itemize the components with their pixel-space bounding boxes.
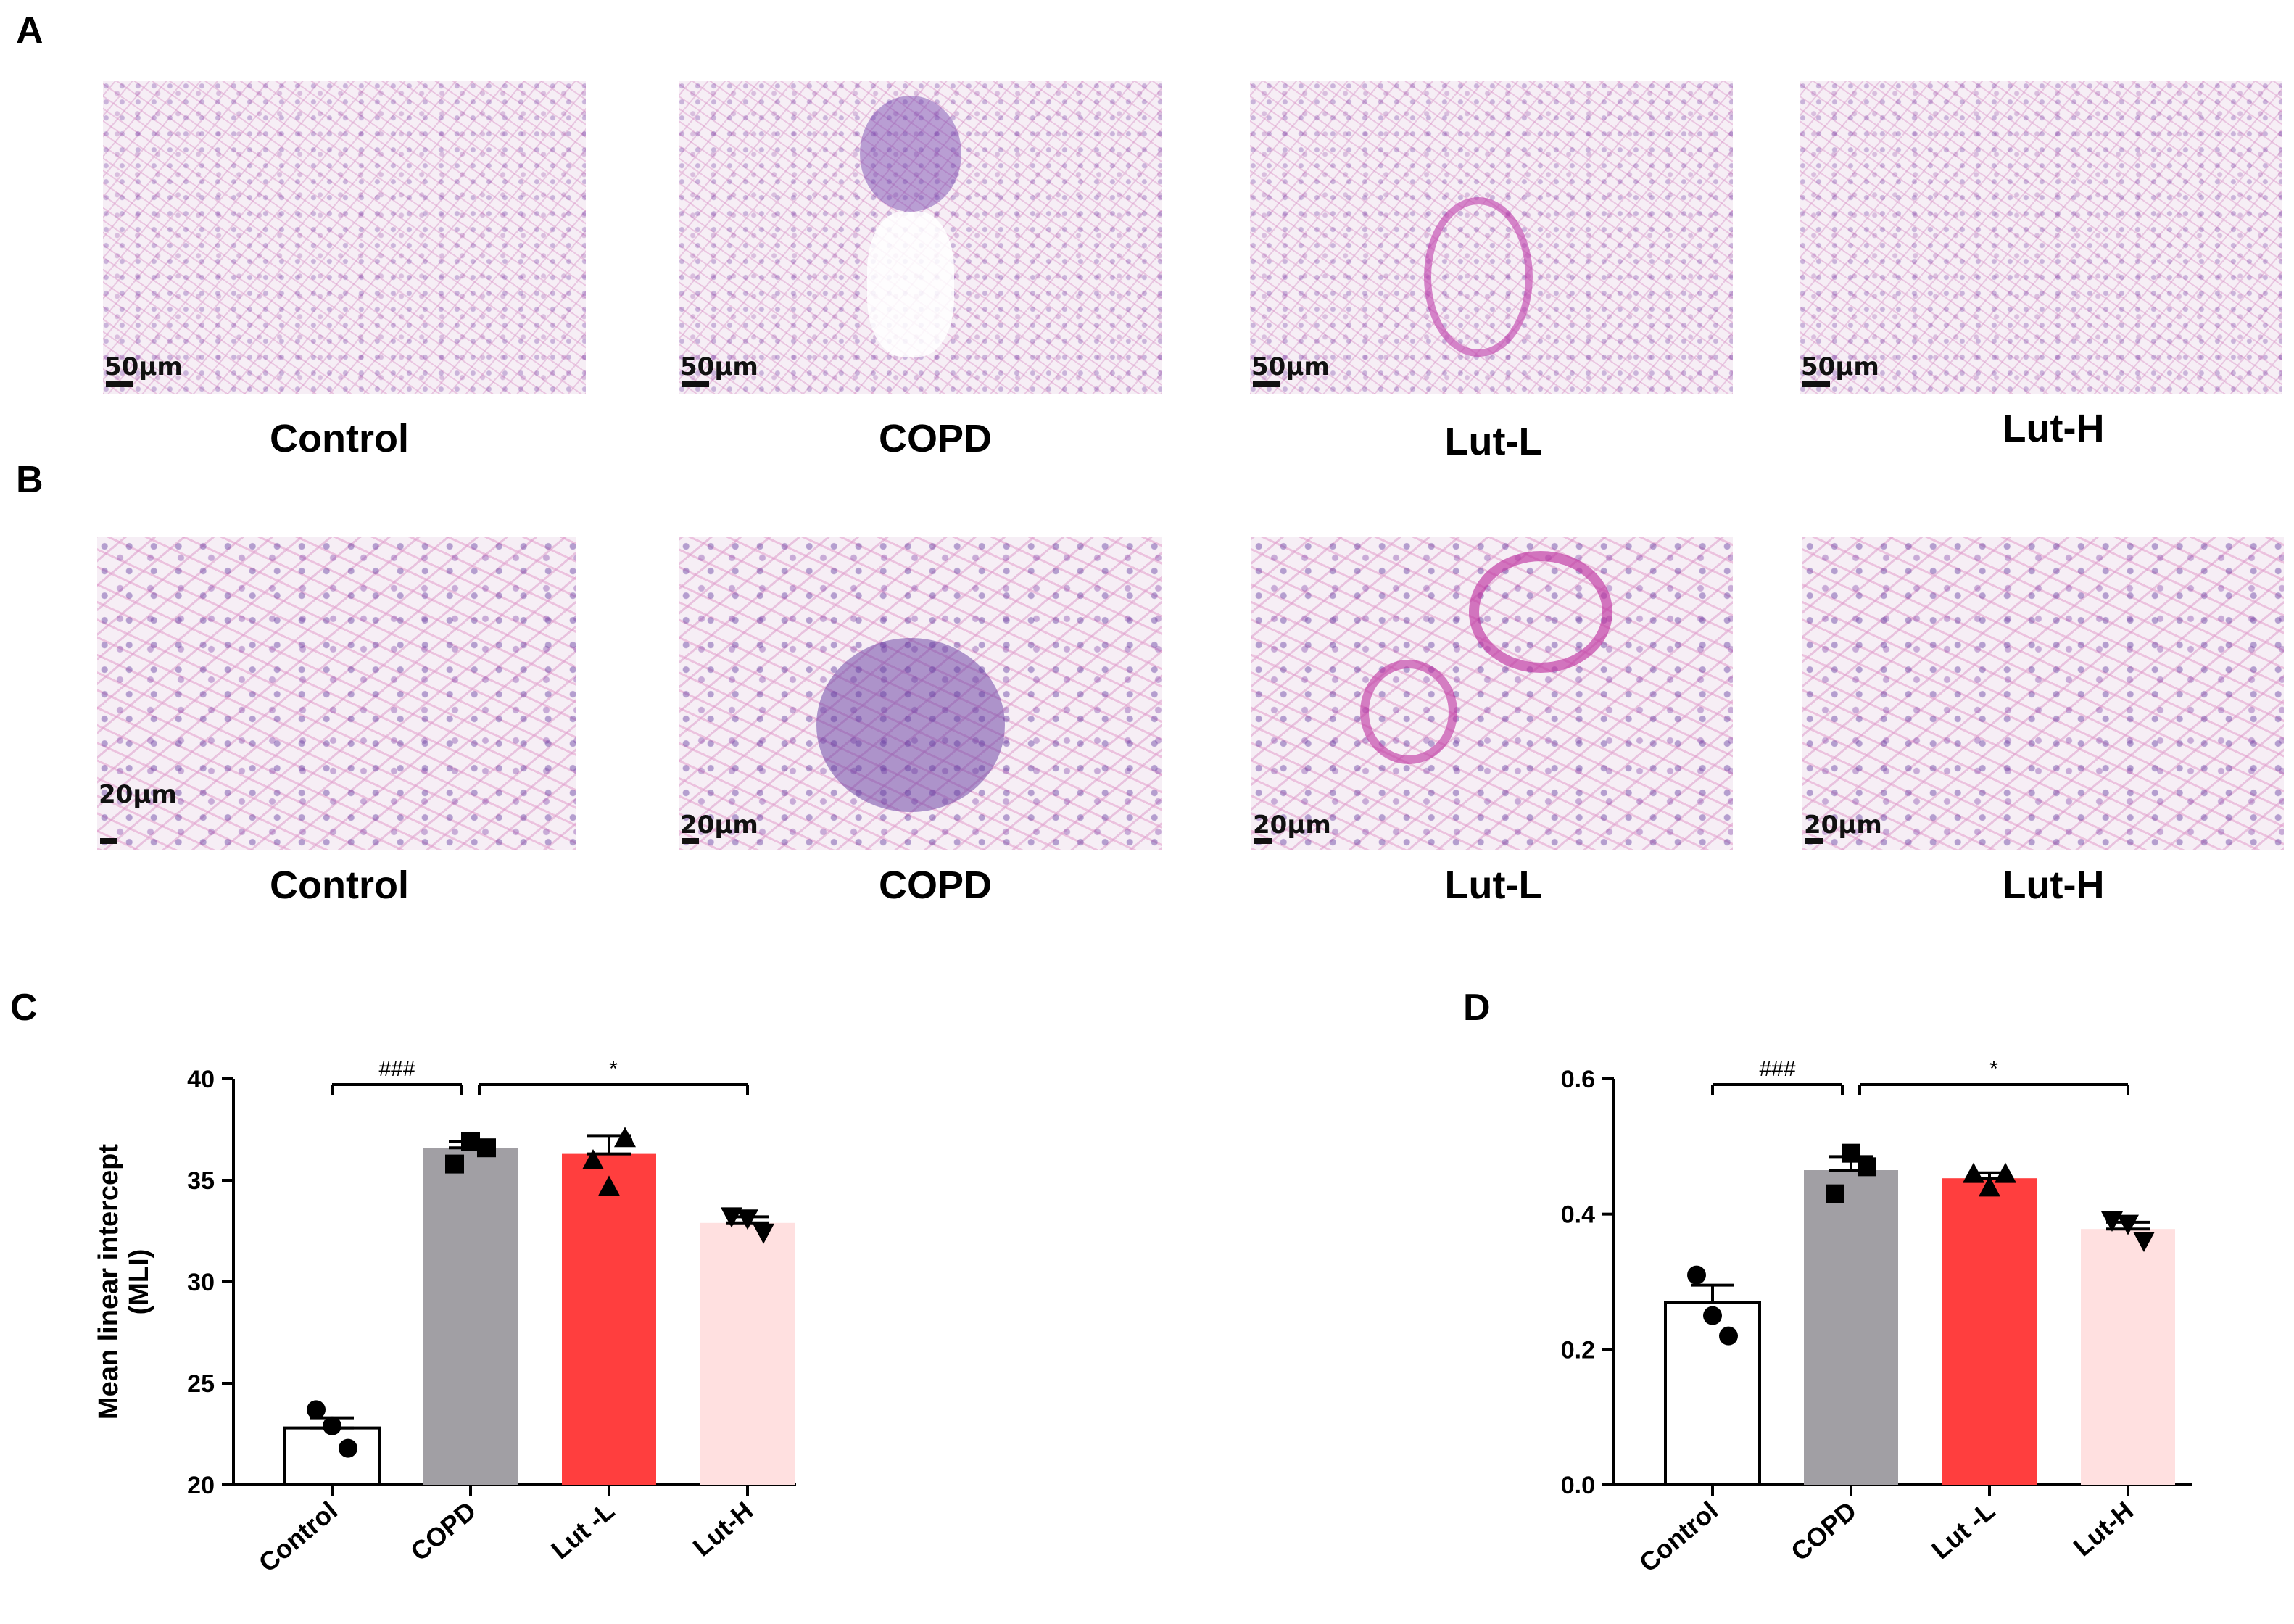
group-label-a-copd: COPD: [878, 417, 993, 460]
data-point: [2101, 1211, 2123, 1232]
scale-bar: [1253, 381, 1280, 387]
data-point: [323, 1416, 341, 1436]
bar: [1942, 1178, 2037, 1485]
scale-label: 20μm: [680, 811, 758, 840]
group-label-a-lut-h: Lut-H: [2002, 407, 2105, 450]
data-point: [737, 1209, 758, 1230]
scale-label: 50μm: [1251, 352, 1330, 381]
data-point: [1963, 1162, 1984, 1183]
data-point: [753, 1223, 774, 1244]
chart-d: 0.0 0.2 0.4 0.6 Control COPD Lut -L Lut-H ### *: [1561, 1057, 2192, 1578]
data-point: [614, 1127, 636, 1148]
y-tick-label: 0.4: [1561, 1201, 1595, 1229]
data-point: [1826, 1184, 1844, 1204]
y-tick-label: 40: [187, 1066, 215, 1093]
y-tick-label: 0.6: [1561, 1066, 1595, 1093]
scale-bar: [1802, 381, 1830, 387]
inflammatory-infiltrate: [860, 96, 961, 212]
bar: [700, 1222, 795, 1485]
panel-letter-b: B: [16, 459, 44, 501]
scale-label: 20μm: [99, 780, 177, 809]
scale-label: 20μm: [1253, 811, 1331, 840]
data-point: [2133, 1232, 2155, 1252]
micrograph-a-lut-l: 50μm: [1250, 81, 1733, 394]
micrograph-a-copd: 50μm: [679, 81, 1162, 394]
x-tick-label: Lut -L: [1926, 1496, 2000, 1565]
x-tick-label: Lut-H: [687, 1496, 758, 1562]
micrograph-b-lut-h: 20μm: [1802, 536, 2284, 850]
scale-bar: [682, 381, 709, 387]
group-label-a-control: Control: [270, 417, 409, 460]
significance-label: *: [609, 1057, 618, 1081]
bronchiole: [1424, 197, 1533, 357]
scale-bar: [682, 838, 699, 844]
micrograph-b-lut-l: 20μm: [1251, 536, 1733, 850]
significance-label: ###: [1759, 1057, 1795, 1081]
data-point: [1687, 1265, 1706, 1285]
x-tick-label: Control: [1633, 1496, 1723, 1578]
y-axis-label: (MLI): [124, 1249, 154, 1315]
data-point: [477, 1138, 496, 1158]
airspace: [867, 212, 954, 357]
bar: [283, 1426, 381, 1486]
micrograph-a-control: 50μm: [103, 81, 586, 394]
data-point: [461, 1132, 480, 1151]
scale-bar: [1805, 838, 1823, 844]
chart-c: 20 25 30 35 40 Mean linear intercept (MLI) Cont…: [94, 1057, 796, 1578]
y-tick-label: 0.2: [1561, 1336, 1595, 1364]
bronchiole: [1469, 551, 1612, 673]
y-axis-label: Mean linear intercept: [94, 1144, 124, 1420]
x-tick-label: Lut-H: [2068, 1496, 2139, 1562]
data-point: [307, 1400, 326, 1420]
x-tick-label: Control: [253, 1496, 343, 1578]
significance-label: *: [1989, 1057, 1998, 1081]
data-point: [721, 1207, 742, 1228]
group-label-b-copd: COPD: [878, 863, 993, 907]
bar: [423, 1148, 518, 1485]
data-point: [1858, 1157, 1876, 1177]
data-point: [2117, 1214, 2139, 1235]
panel-letter-d: D: [1463, 987, 1491, 1029]
data-point: [1703, 1306, 1722, 1325]
y-tick-label: 30: [187, 1269, 215, 1296]
group-label-b-control: Control: [270, 863, 409, 907]
scale-label: 20μm: [1804, 811, 1882, 840]
scale-bar: [1254, 838, 1272, 844]
inflammatory-infiltrate: [816, 638, 1005, 812]
scale-bar: [100, 838, 117, 844]
y-tick-label: 20: [187, 1472, 215, 1499]
data-point: [582, 1149, 604, 1169]
scale-label: 50μm: [104, 352, 183, 381]
y-tick-label: 25: [187, 1370, 215, 1398]
data-point: [1842, 1143, 1860, 1163]
y-tick-label: 35: [187, 1167, 215, 1195]
y-tick-label: 0.0: [1561, 1472, 1595, 1499]
x-tick-label: COPD: [1785, 1496, 1862, 1567]
panel-letter-c: C: [10, 987, 38, 1029]
bar: [2081, 1229, 2175, 1485]
significance-label: ###: [378, 1057, 415, 1081]
x-tick-label: COPD: [405, 1496, 481, 1567]
data-point: [445, 1154, 464, 1174]
micrograph-b-copd: 20μm: [679, 536, 1162, 850]
bar: [1804, 1170, 1898, 1485]
scale-label: 50μm: [1801, 352, 1879, 381]
data-point: [598, 1175, 620, 1196]
data-point: [1719, 1326, 1738, 1346]
bronchiole: [1360, 660, 1457, 764]
data-point: [1979, 1176, 2000, 1197]
group-label-b-lut-l: Lut-L: [1444, 863, 1543, 907]
data-point: [1995, 1162, 2016, 1183]
scale-label: 50μm: [680, 352, 758, 381]
micrograph-a-lut-h: 50μm: [1800, 81, 2282, 394]
data-point: [339, 1438, 357, 1458]
group-label-b-lut-h: Lut-H: [2002, 863, 2105, 907]
bar: [562, 1153, 656, 1485]
x-tick-label: Lut -L: [545, 1496, 620, 1565]
bar: [1664, 1301, 1761, 1486]
scale-bar: [106, 381, 133, 387]
panel-letter-a: A: [16, 9, 44, 51]
group-label-a-lut-l: Lut-L: [1444, 420, 1543, 463]
micrograph-b-control: 20μm: [97, 536, 576, 850]
